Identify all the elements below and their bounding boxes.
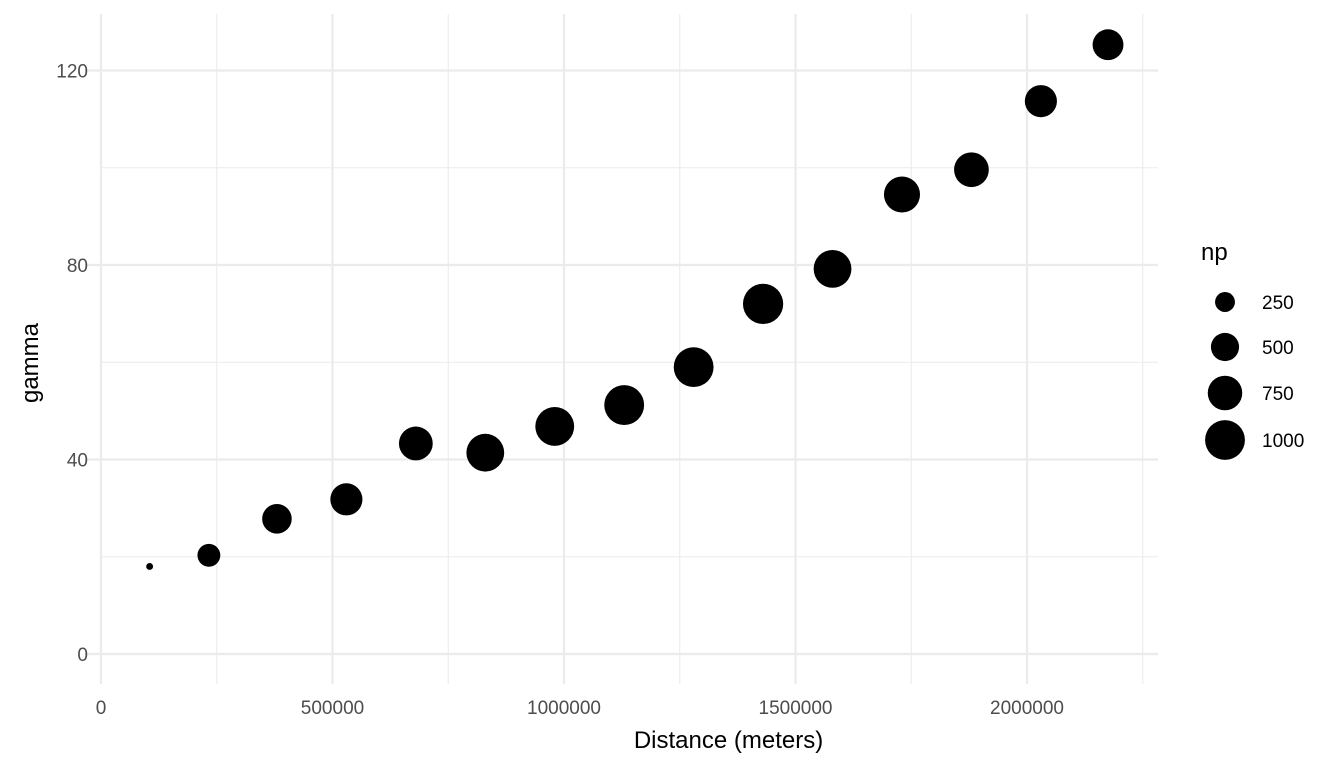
data-point [673,347,714,388]
legend-key [1210,332,1240,362]
y-tick-label: 0 [77,645,88,666]
size-legend: np 250 500 750 1000 [1201,239,1304,460]
legend-key [1205,420,1245,460]
data-points [146,29,1124,570]
data-point [466,433,505,472]
legend-key [1215,292,1235,312]
x-tick-label: 1500000 [759,698,833,719]
legend-label: 1000 [1262,431,1304,452]
x-tick-labels: 0 500000 1000000 1500000 2000000 [96,698,1064,719]
data-point [813,249,852,288]
data-point [883,176,921,213]
data-point [604,385,645,425]
legend-label: 250 [1262,293,1294,314]
data-point [330,483,363,516]
data-point [398,426,433,461]
legend-entries: 250 500 750 1000 [1205,292,1304,460]
data-point [262,504,292,534]
data-point [1024,85,1057,118]
y-tick-label: 80 [67,256,88,277]
legend-label: 500 [1262,338,1294,359]
legend-key [1207,375,1243,411]
x-axis-title: Distance (meters) [634,727,823,754]
y-axis-title: gamma [17,322,44,403]
data-point [1092,29,1124,61]
data-point [742,283,784,325]
legend-title: np [1201,239,1228,266]
legend-label: 750 [1262,384,1294,405]
data-point [146,563,154,570]
y-tick-label: 120 [56,62,88,83]
data-point [535,407,575,446]
x-tick-label: 1000000 [527,698,601,719]
x-tick-label: 2000000 [990,698,1064,719]
x-tick-label: 0 [96,698,107,719]
data-point [197,543,221,567]
y-tick-labels: 0 40 80 120 [56,62,88,667]
grid [85,14,1158,684]
x-tick-label: 500000 [301,698,364,719]
data-point [954,152,989,188]
y-tick-label: 40 [67,451,88,472]
